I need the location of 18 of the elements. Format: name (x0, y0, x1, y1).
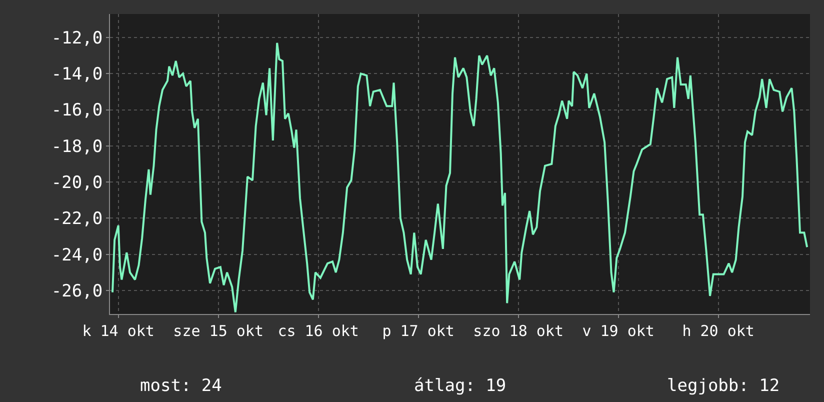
y-tick-label: -22,0 (51, 209, 103, 230)
x-tick-label: szo 18 okt (473, 322, 564, 340)
text: átlag: 19 (414, 376, 506, 396)
text: most: 24 (140, 376, 222, 396)
x-tick-label: k 14 okt (82, 322, 154, 340)
x-tick-label: p 17 okt (382, 322, 454, 340)
y-tick-label: -20,0 (51, 173, 103, 194)
y-tick-label: -18,0 (51, 136, 103, 157)
y-tick-label: -26,0 (51, 281, 103, 302)
x-tick-label: v 19 okt (582, 322, 654, 340)
y-tick-label: -14,0 (51, 64, 103, 85)
x-tick-label: sze 15 okt (173, 322, 264, 340)
y-tick-label: -24,0 (51, 245, 103, 266)
text: legjobb: 12 (667, 376, 780, 396)
y-tick-label: -16,0 (51, 100, 103, 121)
x-tick-label: h 20 okt (682, 322, 754, 340)
y-tick-label: -12,0 (51, 28, 103, 48)
x-tick-label: cs 16 okt (278, 322, 359, 340)
